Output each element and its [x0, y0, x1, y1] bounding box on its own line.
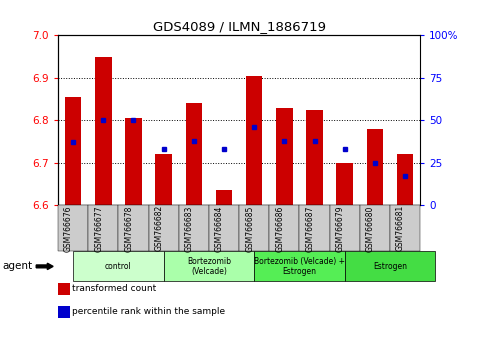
Bar — [216, 190, 232, 205]
Text: GSM766685: GSM766685 — [245, 205, 254, 252]
Text: GSM766686: GSM766686 — [275, 205, 284, 252]
Bar — [367, 129, 383, 205]
Bar — [185, 103, 202, 205]
Text: GSM766684: GSM766684 — [215, 205, 224, 252]
Text: agent: agent — [2, 261, 32, 272]
Bar — [246, 76, 262, 205]
Bar — [306, 110, 323, 205]
Text: GSM766683: GSM766683 — [185, 205, 194, 252]
Bar — [125, 118, 142, 205]
Bar — [65, 97, 81, 205]
Bar — [276, 108, 293, 205]
Text: Bortezomib (Velcade) +
Estrogen: Bortezomib (Velcade) + Estrogen — [254, 257, 345, 276]
Text: GSM766681: GSM766681 — [396, 205, 405, 251]
Text: GSM766677: GSM766677 — [94, 205, 103, 252]
Text: GSM766678: GSM766678 — [125, 205, 133, 252]
Text: transformed count: transformed count — [72, 284, 156, 293]
Bar — [397, 154, 413, 205]
Text: control: control — [105, 262, 132, 271]
Bar — [156, 154, 172, 205]
Text: GSM766680: GSM766680 — [366, 205, 375, 252]
Text: Estrogen: Estrogen — [373, 262, 407, 271]
Text: Bortezomib
(Velcade): Bortezomib (Velcade) — [187, 257, 231, 276]
Text: GSM766676: GSM766676 — [64, 205, 73, 252]
Bar — [95, 57, 112, 205]
Text: GSM766679: GSM766679 — [336, 205, 345, 252]
Text: GSM766682: GSM766682 — [155, 205, 164, 251]
Text: GSM766687: GSM766687 — [306, 205, 314, 252]
Title: GDS4089 / ILMN_1886719: GDS4089 / ILMN_1886719 — [153, 20, 326, 33]
Text: percentile rank within the sample: percentile rank within the sample — [72, 307, 226, 316]
Bar — [337, 163, 353, 205]
